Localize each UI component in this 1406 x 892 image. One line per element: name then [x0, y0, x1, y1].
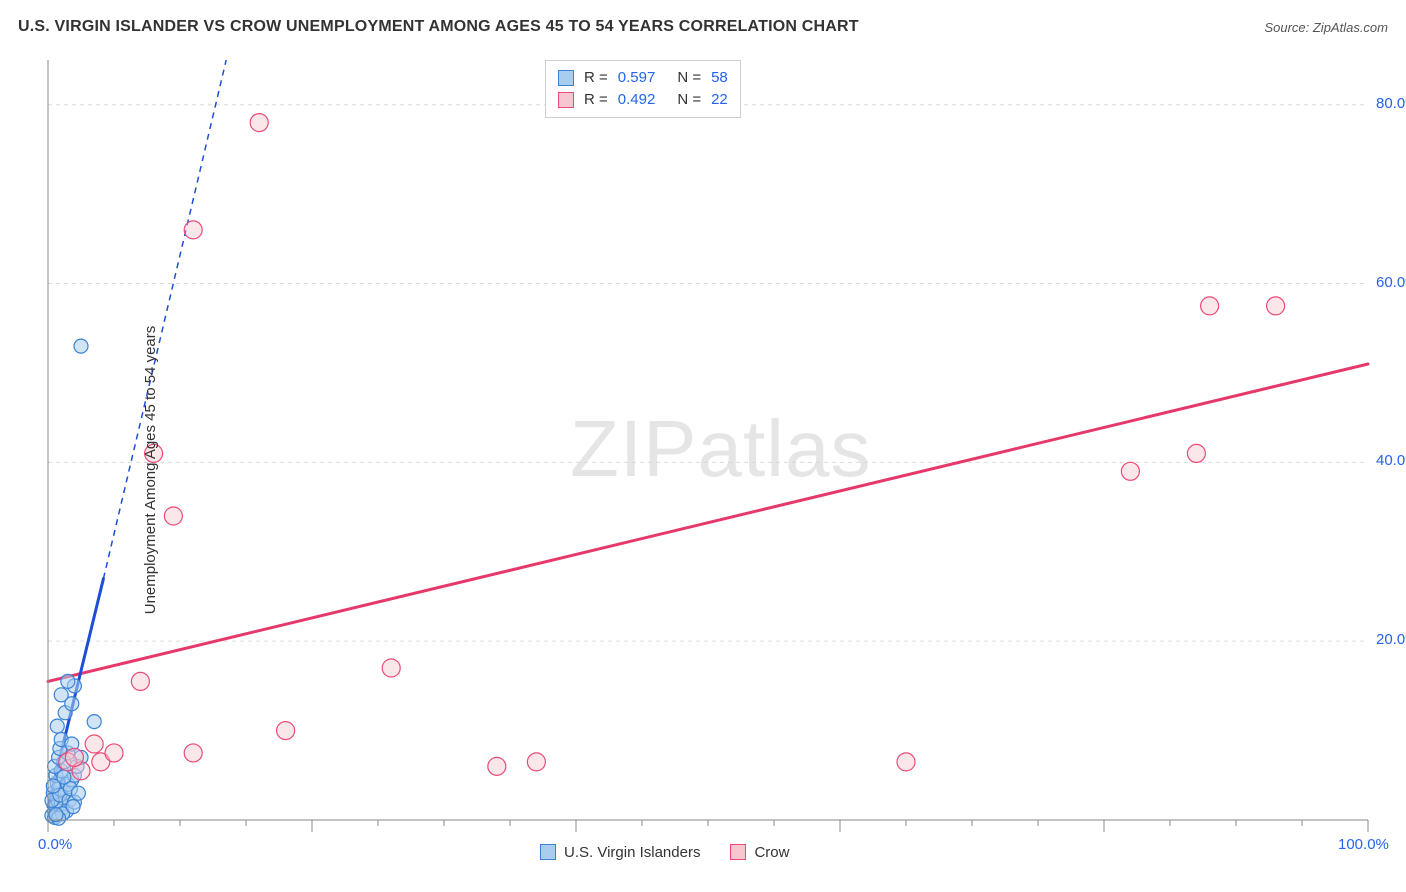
- legend-item-blue: U.S. Virgin Islanders: [540, 844, 700, 861]
- source-name: ZipAtlas.com: [1313, 20, 1388, 35]
- legend-r-label: R =: [584, 89, 608, 111]
- correlation-legend: R = 0.597 N = 58 R = 0.492 N = 22: [545, 60, 741, 118]
- legend-label-blue: U.S. Virgin Islanders: [564, 844, 700, 861]
- y-tick-label: 60.0%: [1376, 274, 1406, 291]
- y-axis-label: Unemployment Among Ages 45 to 54 years: [142, 326, 159, 615]
- legend-n-label: N =: [677, 89, 701, 111]
- legend-r-value-pink: 0.492: [618, 89, 656, 111]
- legend-item-pink: Crow: [730, 844, 789, 861]
- legend-n-value-pink: 22: [711, 89, 728, 111]
- scatter-plot: [0, 48, 1406, 892]
- legend-row-blue: R = 0.597 N = 58: [558, 67, 728, 89]
- legend-swatch-blue: [540, 844, 556, 860]
- x-tick-label: 0.0%: [38, 836, 72, 853]
- x-tick-label: 100.0%: [1338, 836, 1389, 853]
- legend-label-pink: Crow: [754, 844, 789, 861]
- legend-r-label: R =: [584, 67, 608, 89]
- y-tick-label: 80.0%: [1376, 95, 1406, 112]
- legend-r-value-blue: 0.597: [618, 67, 656, 89]
- series-legend: U.S. Virgin Islanders Crow: [540, 844, 789, 861]
- legend-swatch-pink: [558, 92, 574, 108]
- y-tick-label: 40.0%: [1376, 452, 1406, 469]
- legend-swatch-pink: [730, 844, 746, 860]
- chart-title: U.S. VIRGIN ISLANDER VS CROW UNEMPLOYMEN…: [18, 18, 859, 36]
- y-tick-label: 20.0%: [1376, 631, 1406, 648]
- source-label: Source: ZipAtlas.com: [1264, 20, 1388, 35]
- legend-n-value-blue: 58: [711, 67, 728, 89]
- legend-swatch-blue: [558, 70, 574, 86]
- chart-container: Unemployment Among Ages 45 to 54 years Z…: [0, 48, 1406, 892]
- source-prefix: Source:: [1264, 20, 1312, 35]
- legend-row-pink: R = 0.492 N = 22: [558, 89, 728, 111]
- legend-n-label: N =: [677, 67, 701, 89]
